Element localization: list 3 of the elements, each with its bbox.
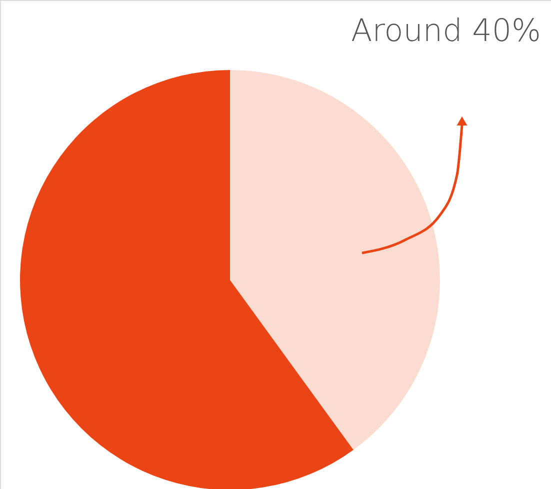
- text: Around 40%: [351, 13, 541, 49]
- pie-slice: [230, 70, 440, 450]
- pie-slice: [20, 70, 354, 489]
